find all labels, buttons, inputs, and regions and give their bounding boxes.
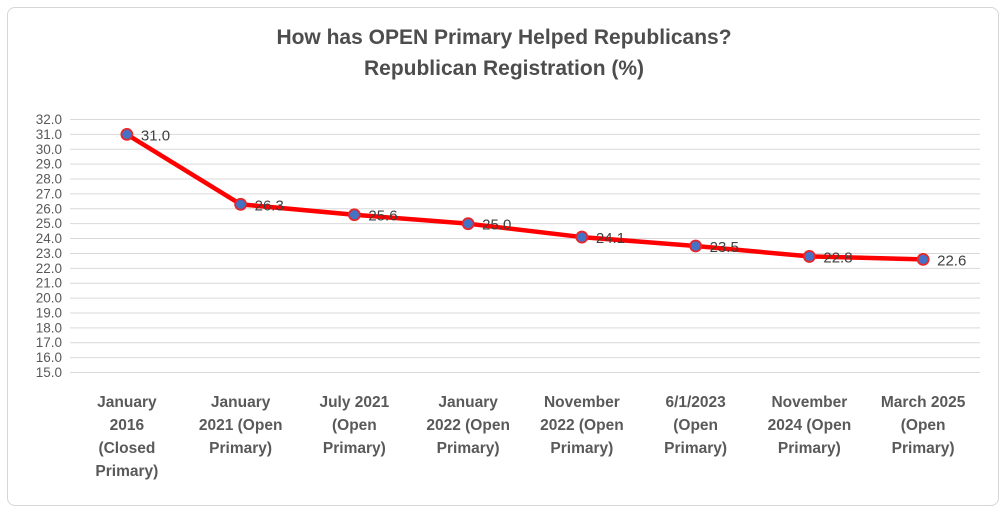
y-axis-tick-label: 15.0 [36,365,62,380]
x-axis-label: January 2022 (Open Primary) [426,394,510,457]
data-point-marker [689,239,703,253]
data-point-marker [575,230,589,244]
x-axis-label: November 2024 (Open Primary) [767,394,852,457]
y-axis-tick-label: 19.0 [36,305,62,320]
data-point-marker [234,197,248,211]
y-axis-tick-label: 23.0 [36,246,62,261]
y-axis-tick-label: 24.0 [36,231,62,246]
data-label: 25.6 [368,208,397,225]
y-axis-tick-label: 20.0 [36,291,62,306]
data-point-marker [347,208,361,222]
data-label: 22.8 [823,249,852,266]
data-point-marker [461,217,475,231]
data-label: 25.0 [482,217,511,234]
x-axis-label: 6/1/2023 (Open Primary) [664,394,728,457]
y-axis-tick-label: 27.0 [36,186,62,201]
y-axis-tick-label: 31.0 [36,127,62,142]
data-label: 24.1 [596,230,625,247]
data-point-marker [916,252,930,266]
gridlines [70,119,980,373]
y-axis-tick-label: 28.0 [36,172,62,187]
data-point-markers [120,127,930,266]
y-axis-tick-label: 18.0 [36,320,62,335]
chart-title-line1: How has OPEN Primary Helped Republicans? [276,26,732,49]
y-axis-tick-label: 30.0 [36,142,62,157]
y-axis-tick-label: 29.0 [36,157,62,172]
data-point-marker [802,250,816,263]
data-label: 31.0 [141,127,170,144]
data-point-marker [120,127,134,141]
y-axis-tick-label: 25.0 [36,216,62,231]
y-axis-tick-label: 22.0 [36,261,62,276]
y-axis-tick-label: 17.0 [36,335,62,350]
y-axis-tick-label: 16.0 [36,350,62,365]
chart-title-line2: Republican Registration (%) [363,57,645,80]
x-axis-label: January 2016 (Closed Primary) [95,394,159,480]
x-axis-label: January 2021 (Open Primary) [198,394,283,457]
x-axis-label: November 2022 (Open Primary) [540,394,624,457]
chart-title: How has OPEN Primary Helped Republicans?… [0,22,1008,84]
y-axis-tick-label: 26.0 [36,201,62,216]
data-label: 23.5 [710,239,739,256]
x-axis-label: July 2021 (Open Primary) [319,394,390,457]
y-axis-tick-label: 21.0 [36,276,62,291]
series-line [124,132,926,262]
y-axis-tick-labels: 15.016.017.018.019.020.021.022.023.024.0… [36,112,62,380]
y-axis-tick-label: 32.0 [36,112,62,127]
data-label: 22.6 [937,252,966,269]
data-label: 26.3 [255,197,284,214]
data-labels: 31.0 26.3 25.6 25.0 24.1 23.5 22.8 22.6 [141,127,966,269]
data-series-republican-registration [124,132,926,262]
x-axis-label: March 2025 (Open Primary) [880,394,966,457]
